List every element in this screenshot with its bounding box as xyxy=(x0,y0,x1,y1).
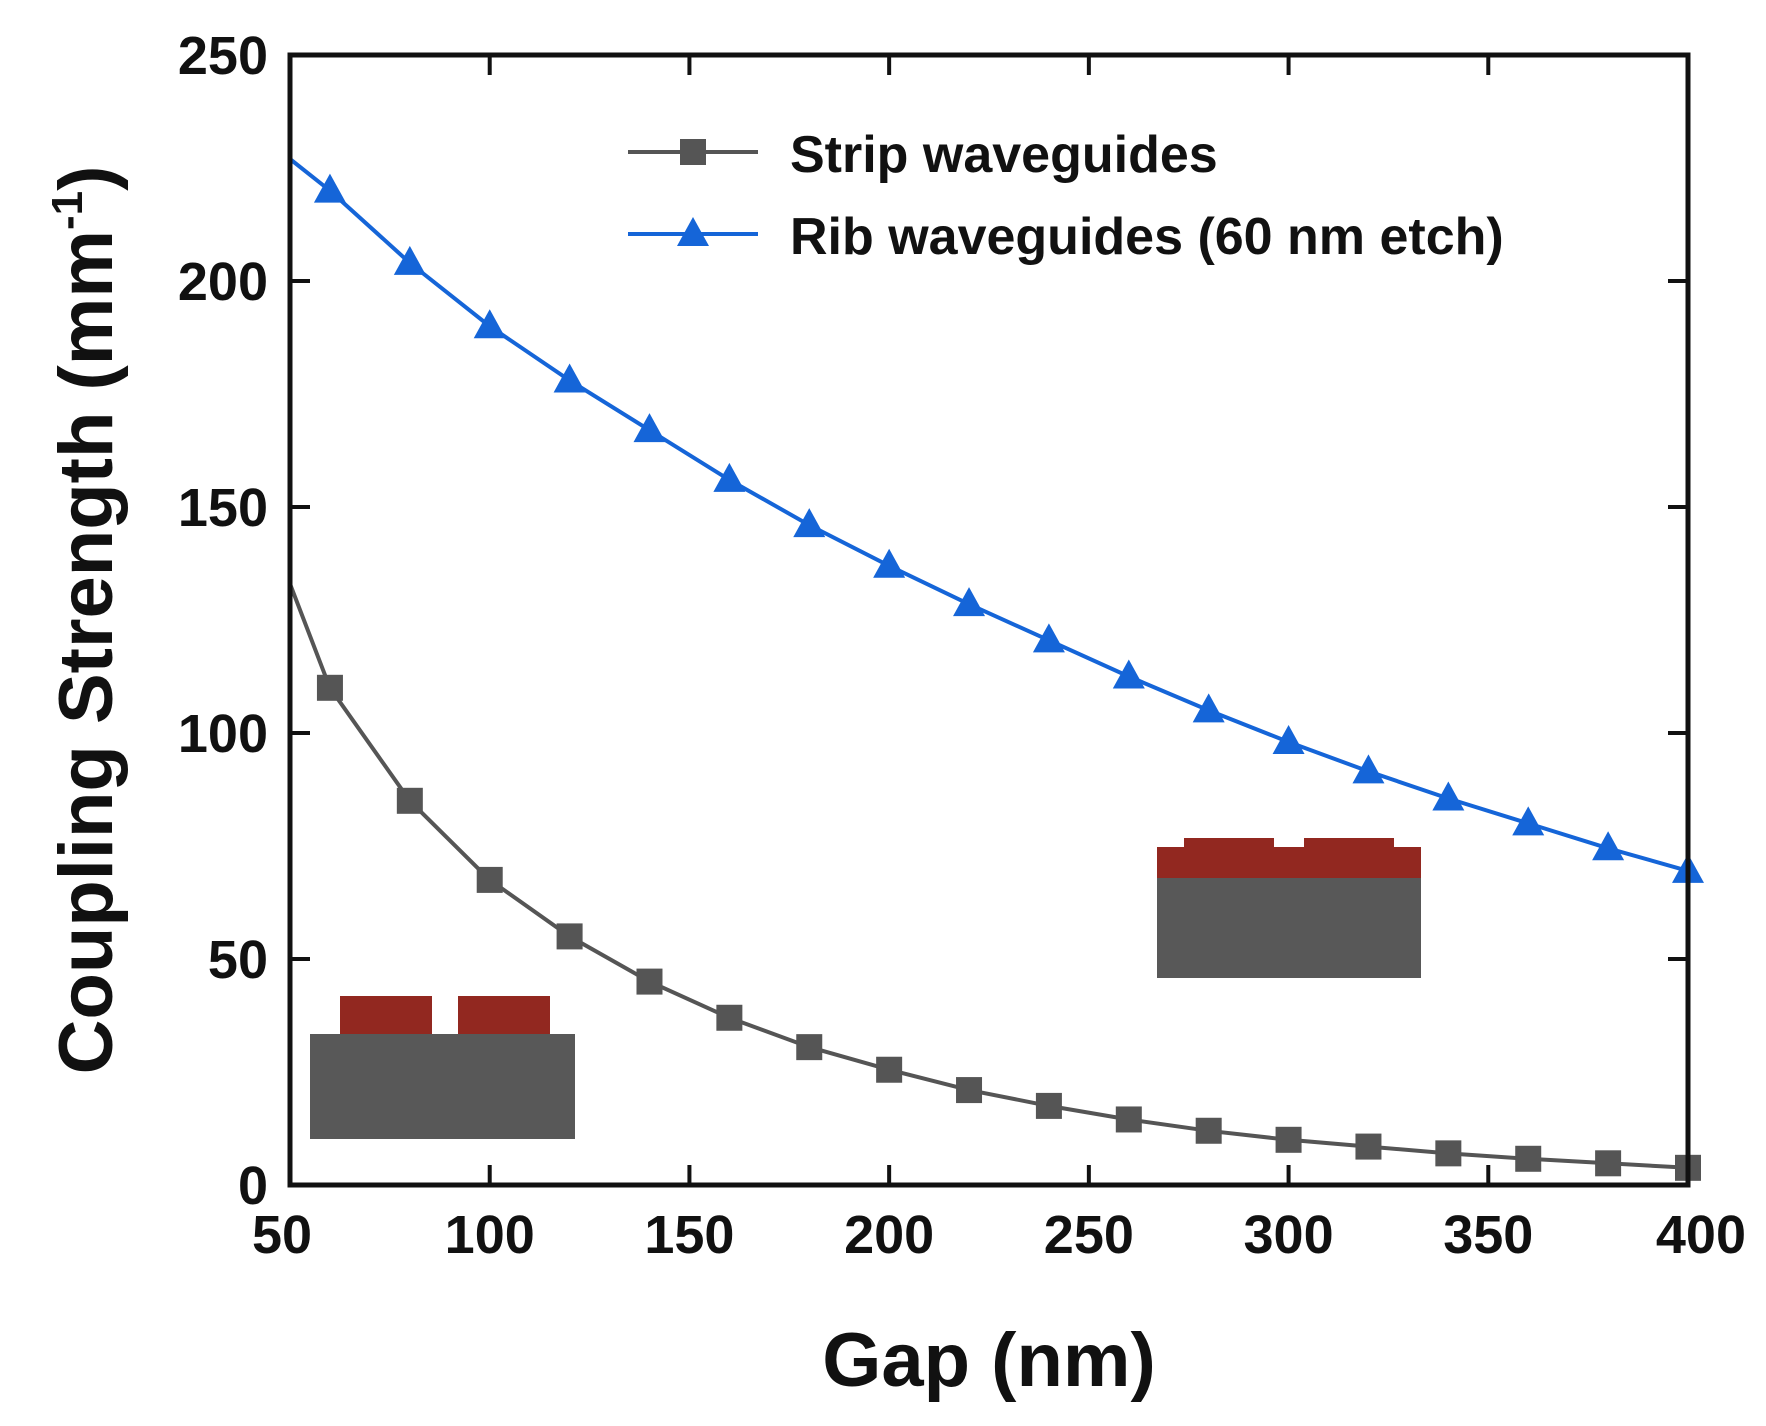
x-tick-label: 350 xyxy=(1443,1205,1533,1265)
x-tick-label: 150 xyxy=(644,1205,734,1265)
x-tick-label: 100 xyxy=(445,1205,535,1265)
legend-marker-rib xyxy=(677,217,709,246)
x-axis-title: Gap (nm) xyxy=(822,1318,1156,1403)
plot-frame xyxy=(287,52,1691,1188)
data-point-strip xyxy=(796,1034,823,1061)
data-point-strip xyxy=(1195,1117,1222,1144)
data-point-strip xyxy=(1515,1145,1542,1172)
data-point-rib xyxy=(1192,693,1225,723)
legend-label-strip: Strip waveguides xyxy=(790,126,1218,184)
y-axis-title-close: ) xyxy=(44,166,129,191)
strip-substrate xyxy=(310,1034,575,1139)
data-point-strip xyxy=(636,968,663,995)
data-point-rib xyxy=(953,587,986,617)
data-point-rib xyxy=(1032,623,1065,653)
data-point-strip xyxy=(396,787,423,814)
strip-core-right xyxy=(458,996,550,1034)
data-point-rib xyxy=(873,548,906,578)
strip-waveguide-cross-section xyxy=(310,996,575,1139)
data-point-strip xyxy=(1355,1133,1382,1160)
data-point-rib xyxy=(1352,754,1385,784)
y-axis-title-main: Coupling Strength (mm xyxy=(44,230,129,1074)
data-point-strip xyxy=(716,1004,743,1031)
data-point-rib xyxy=(633,413,666,443)
data-point-rib xyxy=(1512,806,1545,836)
legend-marker-strip xyxy=(680,139,706,165)
data-point-rib xyxy=(1112,659,1145,689)
data-point-strip xyxy=(1435,1140,1462,1167)
data-point-rib xyxy=(1272,725,1305,755)
data-point-rib xyxy=(313,173,346,203)
chart-series xyxy=(288,157,1704,1181)
rib-waveguide-cross-section xyxy=(1157,838,1421,978)
y-tick-label: 0 xyxy=(238,1156,268,1216)
data-point-strip xyxy=(1595,1150,1622,1177)
x-tick-label: 50 xyxy=(252,1205,312,1265)
y-tick-label: 250 xyxy=(178,26,268,86)
data-point-rib xyxy=(793,508,826,538)
data-point-rib xyxy=(1592,831,1625,861)
data-point-rib xyxy=(393,245,426,275)
rib-core-right xyxy=(1304,838,1394,848)
strip-core-left xyxy=(340,996,432,1034)
y-axis-title: Coupling Strength (mm-1) xyxy=(43,166,129,1075)
data-point-strip xyxy=(476,866,503,893)
rib-slab xyxy=(1157,847,1421,878)
data-point-strip xyxy=(876,1056,903,1083)
chart-insets xyxy=(310,838,1421,1139)
rib-core-left xyxy=(1184,838,1274,848)
x-tick-label: 400 xyxy=(1656,1205,1746,1265)
data-point-strip xyxy=(316,674,343,701)
y-tick-label: 50 xyxy=(208,930,268,990)
data-point-strip xyxy=(556,923,583,950)
data-point-strip xyxy=(1275,1126,1302,1153)
x-tick-label: 200 xyxy=(844,1205,934,1265)
data-point-strip xyxy=(1035,1092,1062,1119)
y-tick-label: 150 xyxy=(178,478,268,538)
legend: Strip waveguides Rib waveguides (60 nm e… xyxy=(628,126,1504,266)
data-point-strip xyxy=(1115,1106,1142,1133)
data-point-strip xyxy=(956,1077,983,1104)
x-tick-label: 250 xyxy=(1044,1205,1134,1265)
legend-label-rib: Rib waveguides (60 nm etch) xyxy=(790,208,1504,266)
data-point-rib xyxy=(1432,781,1465,811)
data-point-rib xyxy=(553,363,586,393)
y-axis-title-superscript: -1 xyxy=(43,191,92,230)
x-tick-label: 300 xyxy=(1244,1205,1334,1265)
data-point-rib xyxy=(473,309,506,339)
y-tick-label: 200 xyxy=(178,252,268,312)
rib-substrate xyxy=(1157,878,1421,978)
y-tick-label: 100 xyxy=(178,704,268,764)
data-point-rib xyxy=(713,462,746,492)
